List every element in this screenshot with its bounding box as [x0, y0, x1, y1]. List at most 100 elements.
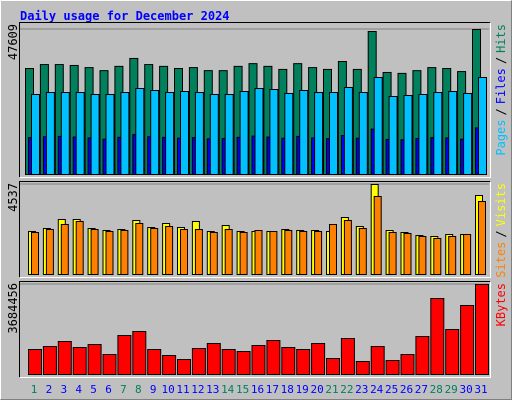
bar — [358, 227, 367, 275]
bar — [209, 93, 219, 175]
bar — [403, 232, 412, 275]
chart-title: Daily usage for December 2024 — [20, 9, 230, 23]
x-tick-label: 8 — [135, 383, 142, 396]
bar — [433, 92, 443, 175]
bar — [373, 76, 383, 175]
bar — [105, 93, 115, 175]
bar — [433, 237, 442, 275]
bar — [165, 92, 175, 175]
bar — [281, 347, 296, 376]
bar — [209, 232, 218, 276]
x-tick-label: 18 — [281, 383, 294, 396]
bar — [463, 92, 473, 175]
x-tick-label: 22 — [340, 383, 353, 396]
bar — [194, 92, 204, 175]
x-tick-label: 27 — [415, 383, 428, 396]
bar — [343, 86, 353, 175]
bar — [254, 87, 264, 175]
bar — [206, 343, 221, 376]
x-tick-label: 17 — [266, 383, 279, 396]
bar — [132, 331, 147, 376]
bar — [475, 284, 489, 375]
bar — [299, 230, 308, 275]
bar — [284, 92, 294, 175]
bar — [340, 338, 355, 376]
bar — [358, 92, 368, 175]
bar — [418, 235, 427, 275]
y-tick-label: 47609 — [6, 24, 20, 60]
bar — [147, 349, 162, 375]
bar — [388, 232, 397, 276]
bar — [90, 93, 100, 175]
bar — [266, 340, 281, 376]
panel-border-light — [19, 181, 491, 278]
x-tick-label: 29 — [445, 383, 458, 396]
x-tick-label: 6 — [105, 383, 112, 396]
legend-entry: Sites — [494, 242, 508, 278]
x-tick-label: 5 — [90, 383, 97, 396]
bar — [87, 344, 102, 376]
bar — [90, 229, 99, 275]
bar — [311, 343, 326, 376]
legend-separator: / — [494, 57, 508, 64]
legend-entry: KBytes — [494, 283, 508, 326]
bar — [28, 349, 42, 375]
panel-border-dark — [19, 281, 491, 378]
legend-entry: Hits — [494, 24, 508, 53]
bar — [135, 87, 145, 175]
bar — [42, 346, 57, 376]
bar — [120, 92, 130, 175]
x-tick-label: 3 — [60, 383, 67, 396]
x-tick-label: 21 — [325, 383, 338, 396]
legend-entry: Files — [494, 68, 508, 104]
bar — [221, 349, 236, 375]
bar — [269, 88, 279, 175]
bar — [75, 220, 84, 276]
bar — [385, 360, 400, 375]
bar — [254, 230, 263, 276]
bar — [314, 230, 323, 275]
bar — [45, 229, 54, 275]
bar — [60, 92, 70, 175]
bar — [251, 345, 266, 375]
x-tick-label: 24 — [370, 383, 384, 396]
bar — [224, 229, 233, 275]
y-tick-label: 4537 — [6, 183, 20, 212]
x-tick-label: 13 — [206, 383, 219, 396]
bar — [165, 225, 174, 275]
x-tick-label: 9 — [150, 383, 157, 396]
legend: Pages / Files / Hits — [494, 24, 508, 156]
bar — [415, 336, 430, 375]
bar — [57, 341, 72, 376]
bar — [299, 90, 309, 175]
bar — [31, 93, 40, 175]
x-tick-label: 7 — [120, 383, 127, 396]
panel-border-light — [19, 22, 491, 178]
x-tick-label: 23 — [355, 383, 368, 396]
bar — [135, 222, 144, 276]
x-tick-label: 20 — [310, 383, 323, 396]
bar — [150, 227, 159, 275]
bar — [388, 96, 398, 175]
bar — [269, 230, 278, 275]
bar — [236, 351, 251, 375]
bar — [400, 354, 415, 375]
bar — [239, 232, 248, 276]
bar — [72, 347, 87, 376]
x-tick-label: 10 — [161, 383, 174, 396]
bar — [120, 230, 129, 276]
bar — [102, 354, 117, 375]
bar — [177, 359, 191, 376]
bar — [403, 94, 413, 175]
x-tick-label: 12 — [191, 383, 204, 396]
bar — [105, 230, 114, 275]
x-tick-label: 2 — [46, 383, 53, 396]
bar — [162, 355, 177, 375]
x-tick-label: 25 — [385, 383, 398, 396]
x-tick-label: 16 — [251, 383, 264, 396]
bar — [370, 346, 385, 376]
legend-entry: Visits — [494, 183, 508, 226]
panel-border-light — [19, 281, 491, 378]
x-tick-label: 28 — [430, 383, 443, 396]
